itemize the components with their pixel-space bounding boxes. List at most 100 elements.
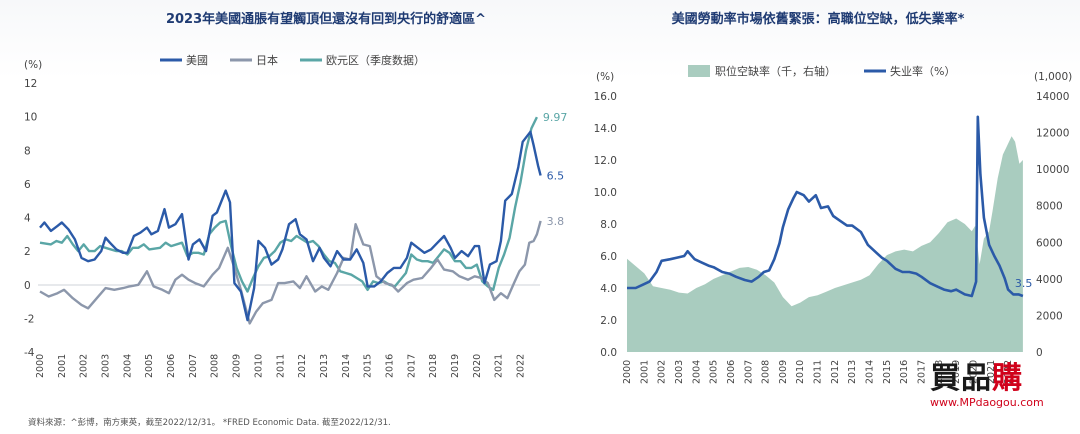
labor-y-left-tick-7: 14.0 xyxy=(594,123,617,135)
labor-vacancy-area xyxy=(627,136,1023,352)
labor-y-right-tick-3: 6000 xyxy=(1036,237,1063,249)
inflation-y-tick-2: 0 xyxy=(24,280,31,292)
inflation-y-tick-4: 4 xyxy=(24,213,31,225)
watermark-url: www.MPdaogou.com xyxy=(930,396,1044,409)
labor-legend-label-1: 失业率（%） xyxy=(890,64,955,78)
labor-vacancy-area-shape xyxy=(627,136,1023,352)
labor-x-tick-10: 2010 xyxy=(795,360,806,384)
labor-x-tick-0: 2000 xyxy=(622,360,633,384)
inflation-series-line-2 xyxy=(39,116,538,293)
inflation-y-axis: -4 -2 0 2 4 6 8 10 12 xyxy=(24,78,37,359)
labor-x-tick-2: 2002 xyxy=(657,360,668,384)
inflation-x-tick-12: 2012 xyxy=(297,354,308,378)
inflation-end-label-0: 6.5 xyxy=(547,169,565,182)
labor-y-unit-left: (%) xyxy=(596,71,614,83)
watermark-logo-mark: 買品購 xyxy=(930,361,1023,396)
inflation-series xyxy=(39,116,542,325)
labor-y-right-tick-0: 0 xyxy=(1036,347,1043,359)
inflation-y-unit: (%) xyxy=(24,59,42,71)
inflation-y-tick-7: 10 xyxy=(24,112,37,124)
labor-x-tick-19: 2019 xyxy=(951,360,962,384)
inflation-x-axis: 2000 2001 2002 2003 2004 2005 2006 2007 2008 2009… xyxy=(35,354,527,378)
labor-legend-label-0: 职位空缺率（千，右轴） xyxy=(715,64,836,78)
watermark-logo: 買品購 www.MPdaogou.com xyxy=(930,362,1070,416)
labor-y-left-tick-8: 16.0 xyxy=(594,91,617,103)
labor-unemployment-path xyxy=(627,115,1024,298)
labor-y-left-tick-4: 8.0 xyxy=(600,219,617,231)
inflation-end-labels: 6.5 3.8 9.97 xyxy=(543,111,568,228)
inflation-x-tick-18: 2018 xyxy=(428,354,439,378)
labor-x-tick-13: 2013 xyxy=(847,360,858,384)
inflation-x-tick-2: 2002 xyxy=(79,354,90,378)
inflation-y-tick-0: -4 xyxy=(24,347,35,359)
inflation-x-tick-3: 2003 xyxy=(101,354,112,378)
labor-y-left-tick-1: 2.0 xyxy=(600,315,617,327)
labor-x-tick-21: 2021 xyxy=(986,360,997,384)
inflation-series-line-0 xyxy=(39,130,542,322)
labor-x-tick-1: 2001 xyxy=(639,360,650,384)
inflation-y-tick-5: 6 xyxy=(24,179,31,191)
inflation-x-tick-21: 2021 xyxy=(494,354,505,378)
labor-y-axis-left: 0.0 2.0 4.0 6.0 8.0 10.0 12.0 14.0 16.0 xyxy=(594,91,617,359)
labor-x-tick-15: 2015 xyxy=(882,360,893,384)
labor-x-tick-12: 2012 xyxy=(830,360,841,384)
inflation-x-tick-22: 2022 xyxy=(516,354,527,378)
labor-y-right-tick-5: 10000 xyxy=(1036,164,1069,176)
inflation-x-tick-10: 2010 xyxy=(253,354,264,378)
labor-x-axis: 2000 2001 2002 2003 2004 2005 2006 2007 2008 2009… xyxy=(622,360,1014,384)
inflation-legend-label-1: 日本 xyxy=(256,53,278,67)
inflation-legend-label-0: 美國 xyxy=(186,54,208,67)
inflation-x-tick-15: 2015 xyxy=(363,354,374,378)
inflation-x-tick-19: 2019 xyxy=(450,354,461,378)
inflation-x-tick-5: 2005 xyxy=(144,354,155,378)
labor-x-tick-6: 2006 xyxy=(726,360,737,384)
labor-x-tick-8: 2008 xyxy=(761,360,772,384)
labor-x-tick-3: 2003 xyxy=(674,360,685,384)
inflation-x-tick-17: 2017 xyxy=(406,354,417,378)
labor-y-axis-right: 0 2000 4000 6000 8000 10000 12000 14000 xyxy=(1036,91,1069,359)
labor-chart: 美國勞動率市場依舊緊張：高職位空缺，低失業率* (%) (1,000) 职位空缺… xyxy=(594,11,1073,384)
inflation-chart-title: 2023年美國通脹有望觸頂但還沒有回到央行的舒適區^ xyxy=(166,11,486,27)
inflation-x-tick-16: 2016 xyxy=(384,354,395,378)
labor-y-left-tick-5: 10.0 xyxy=(594,187,617,199)
inflation-end-label-1: 3.8 xyxy=(547,215,565,228)
labor-y-left-tick-2: 4.0 xyxy=(600,283,617,295)
inflation-x-tick-8: 2008 xyxy=(210,354,221,378)
labor-x-tick-11: 2011 xyxy=(813,360,824,384)
labor-legend-swatch-0 xyxy=(688,65,710,77)
inflation-x-tick-1: 2001 xyxy=(57,354,68,378)
labor-x-tick-22: 2022 xyxy=(1003,360,1014,384)
labor-x-tick-20: 2020 xyxy=(968,360,979,384)
labor-y-right-tick-6: 12000 xyxy=(1036,128,1069,140)
source-footnote: 資料來源：^彭博，南方東英，截至2022/12/31。 *FRED Econom… xyxy=(28,418,391,428)
inflation-x-tick-0: 2000 xyxy=(35,354,46,378)
inflation-x-tick-4: 2004 xyxy=(122,354,133,378)
labor-x-tick-16: 2016 xyxy=(899,360,910,384)
labor-y-left-tick-6: 12.0 xyxy=(594,155,617,167)
inflation-y-tick-1: -2 xyxy=(24,313,34,325)
inflation-x-tick-7: 2007 xyxy=(188,354,199,378)
labor-y-right-tick-4: 8000 xyxy=(1036,201,1063,213)
inflation-series-line-1 xyxy=(39,220,542,325)
labor-x-tick-9: 2009 xyxy=(778,360,789,384)
labor-y-left-tick-3: 6.0 xyxy=(600,251,617,263)
labor-y-unit-right: (1,000) xyxy=(1034,71,1072,83)
labor-y-right-tick-2: 4000 xyxy=(1036,274,1063,286)
inflation-y-tick-6: 8 xyxy=(24,145,31,157)
inflation-y-tick-8: 12 xyxy=(24,78,37,90)
inflation-legend-label-2: 欧元区（季度数据） xyxy=(326,53,425,67)
labor-legend: 职位空缺率（千，右轴） 失业率（%） xyxy=(688,64,955,78)
inflation-chart: 2023年美國通脹有望觸頂但還沒有回到央行的舒適區^ (%) 美國 日本 欧元区（季… xyxy=(24,11,567,378)
labor-y-right-tick-1: 2000 xyxy=(1036,310,1063,322)
inflation-x-tick-13: 2013 xyxy=(319,354,330,378)
inflation-x-tick-9: 2009 xyxy=(232,354,243,378)
labor-x-tick-7: 2007 xyxy=(743,360,754,384)
labor-x-tick-17: 2017 xyxy=(917,360,928,384)
inflation-x-tick-6: 2006 xyxy=(166,354,177,378)
labor-x-tick-4: 2004 xyxy=(691,360,702,384)
labor-unemployment-line xyxy=(627,115,1024,298)
labor-x-tick-14: 2014 xyxy=(865,360,876,384)
labor-end-labels: 3.5 xyxy=(1015,277,1033,290)
inflation-x-tick-20: 2020 xyxy=(472,354,483,378)
